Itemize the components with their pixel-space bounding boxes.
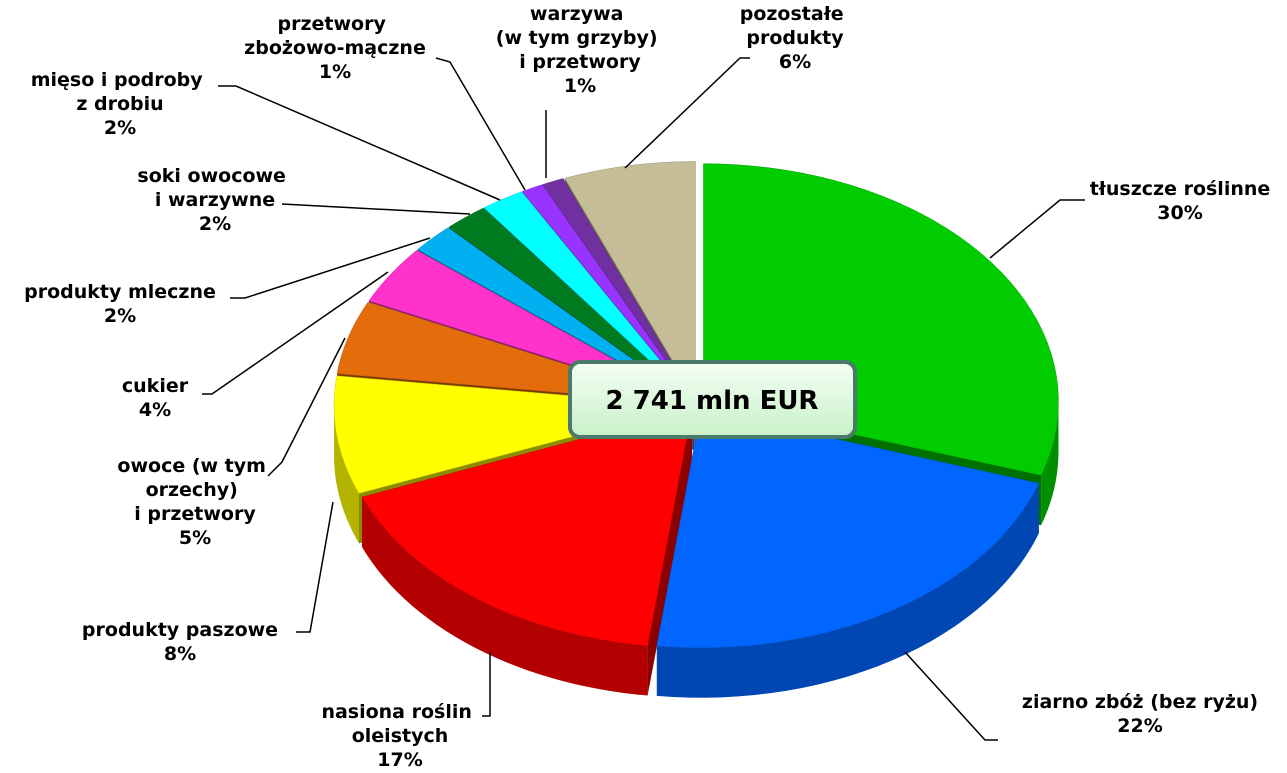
- leader-line: [624, 57, 750, 169]
- value-label: 8%: [164, 643, 196, 665]
- slice-label: cukier: [122, 375, 189, 397]
- value-label: 30%: [1157, 202, 1202, 224]
- leader-line: [267, 337, 346, 477]
- annotation-box: [568, 360, 857, 439]
- leader-line: [482, 652, 491, 717]
- leader-line: [230, 237, 431, 299]
- slice-label: owoce (w tym orzechy) i przetwory: [117, 455, 272, 525]
- value-label: 5%: [179, 527, 211, 549]
- slice-top: [542, 178, 695, 401]
- leader-line: [435, 57, 526, 191]
- slice-label: produkty paszowe: [82, 619, 278, 641]
- slice-side: [334, 405, 359, 544]
- value-label: 6%: [779, 51, 811, 73]
- leader-line: [989, 199, 1085, 259]
- value-label: 2%: [104, 117, 136, 139]
- value-label: 1%: [319, 61, 351, 83]
- leader-line: [202, 271, 389, 395]
- slice-label: ziarno zbóż (bez ryżu): [1022, 691, 1258, 713]
- slice-top: [656, 409, 1040, 648]
- slice-label: nasiona roślin oleistych: [321, 701, 478, 747]
- leader-line: [904, 651, 998, 741]
- slice-top: [521, 184, 694, 401]
- slice-side: [656, 483, 1039, 698]
- slice-label: pozostałe produkty: [740, 3, 851, 49]
- leader-line: [296, 501, 334, 633]
- slice-label: przetwory zbożowo-mączne: [244, 13, 426, 59]
- slice-label: soki owocowe i warzywne: [137, 165, 292, 211]
- slice-top: [483, 191, 693, 401]
- slice-top: [448, 207, 693, 401]
- slice-label: tłuszcze roślinne: [1090, 178, 1271, 200]
- slice-label: warzywa (w tym grzyby) i przetwory: [496, 3, 664, 73]
- annotation: 2 741 mln EUR: [606, 386, 819, 416]
- value-label: 17%: [377, 749, 422, 771]
- slice-top: [361, 409, 693, 646]
- value-label: 22%: [1117, 715, 1162, 737]
- slice: [361, 409, 693, 696]
- leader-line: [218, 85, 501, 201]
- slice-label: produkty mleczne: [24, 281, 216, 303]
- slice-top: [564, 161, 696, 401]
- slice-side: [362, 497, 648, 696]
- value-label: 2%: [199, 213, 231, 235]
- slice-top: [417, 227, 692, 402]
- slice-side: [1041, 401, 1059, 526]
- leader-line: [281, 203, 471, 215]
- slice-label: mięso i podroby z drobiu: [31, 69, 210, 115]
- slice-face: [647, 409, 693, 696]
- slice: [656, 409, 1040, 698]
- value-label: 2%: [104, 305, 136, 327]
- value-label: 4%: [139, 399, 171, 421]
- value-label: 1%: [564, 75, 596, 97]
